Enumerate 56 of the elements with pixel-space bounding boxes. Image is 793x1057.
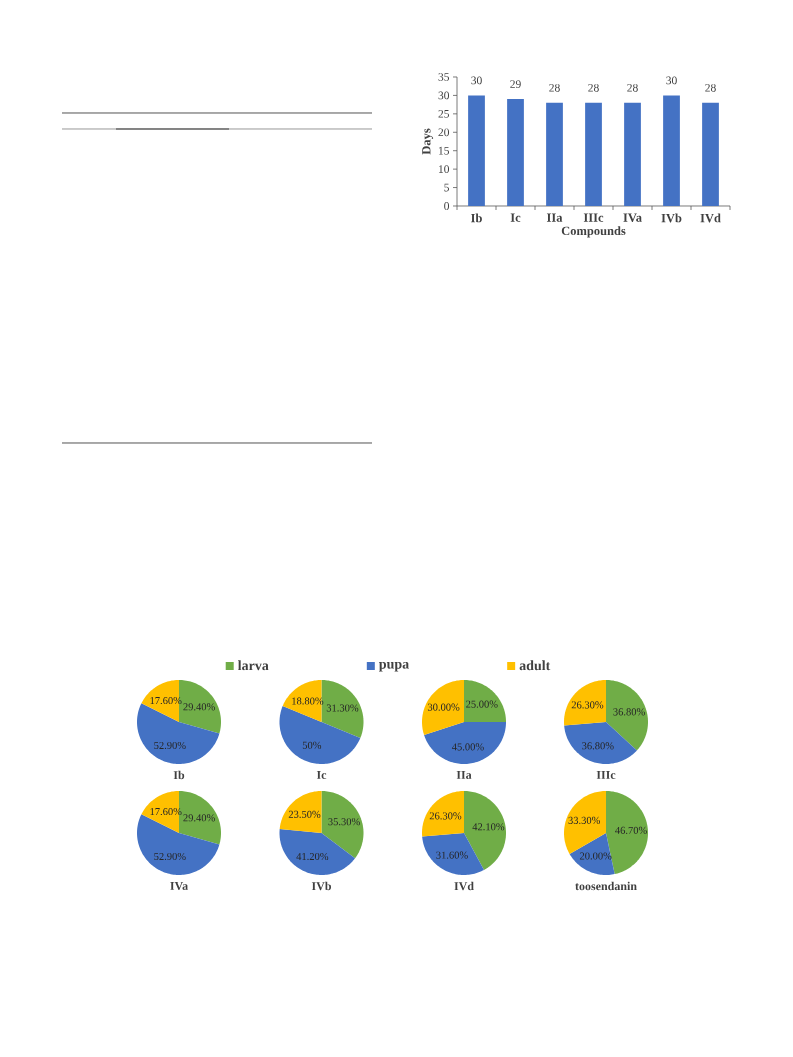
text: IVb (311, 881, 332, 891)
x-tick-label: Ib (471, 213, 482, 223)
x-tick-label: IVd (700, 213, 721, 223)
data-label: 30 (666, 76, 677, 85)
data-label: 28 (588, 83, 599, 92)
text: Ic (316, 771, 327, 779)
data-label: 23.50% (288, 810, 321, 818)
data-label: 50% (302, 741, 322, 749)
data-label: 52.90% (154, 741, 186, 750)
x-tick-label: Ic (510, 213, 521, 222)
data-label: 29.40% (183, 703, 215, 711)
x-tick-label: IVb (661, 213, 682, 223)
legend-label: larva (237, 660, 269, 671)
data-label: 31.30% (326, 704, 359, 712)
data-label: 45.00% (451, 743, 484, 751)
text: IIa (456, 771, 472, 779)
data-label: 28 (705, 83, 716, 92)
data-label: 36.80% (582, 742, 614, 750)
y-tick-label: 5 (444, 183, 450, 192)
x-tick-label: IIIc (583, 213, 604, 222)
legend-label: pupa (378, 661, 409, 672)
y-tick-label: 10 (438, 165, 450, 174)
y-tick-label: 15 (438, 146, 450, 155)
data-label: 26.30% (571, 701, 604, 709)
x-tick-label: IIa (546, 213, 563, 222)
data-label: 35.30% (328, 818, 360, 826)
data-label: 28 (549, 83, 560, 92)
data-label: 20.00% (579, 852, 612, 860)
data-label: 30.00% (427, 703, 460, 711)
y-tick-label: 20 (438, 128, 450, 137)
legend-label: adult (519, 660, 551, 671)
data-label: 28 (627, 83, 638, 92)
data-label: 46.70% (615, 826, 647, 834)
y-tick-label: 0 (444, 202, 450, 210)
text: IVa (170, 881, 188, 891)
text: IVd (454, 881, 474, 891)
data-label: 29.40% (183, 814, 215, 822)
text: Ib (173, 770, 185, 780)
data-label: 41.20% (296, 852, 329, 861)
y-tick-label: 35 (438, 73, 450, 81)
data-label: 33.30% (568, 816, 601, 824)
data-label: 52.90% (154, 852, 186, 861)
data-label: 30 (471, 76, 482, 85)
y-axis-title: Days (422, 128, 434, 155)
y-tick-label: 30 (438, 91, 450, 100)
text: toosendanin (575, 881, 637, 891)
y-tick-label: 25 (438, 109, 450, 118)
text: IIIc (596, 771, 616, 779)
data-label: 36.80% (613, 708, 645, 716)
data-label: 31.60% (436, 851, 468, 859)
data-label: 25.00% (466, 700, 498, 708)
data-label: 26.30% (429, 812, 462, 820)
data-label: 29 (510, 80, 521, 88)
data-label: 42.10% (472, 823, 505, 831)
x-tick-label: IVa (623, 213, 642, 222)
x-axis-title: Compounds (561, 226, 626, 238)
